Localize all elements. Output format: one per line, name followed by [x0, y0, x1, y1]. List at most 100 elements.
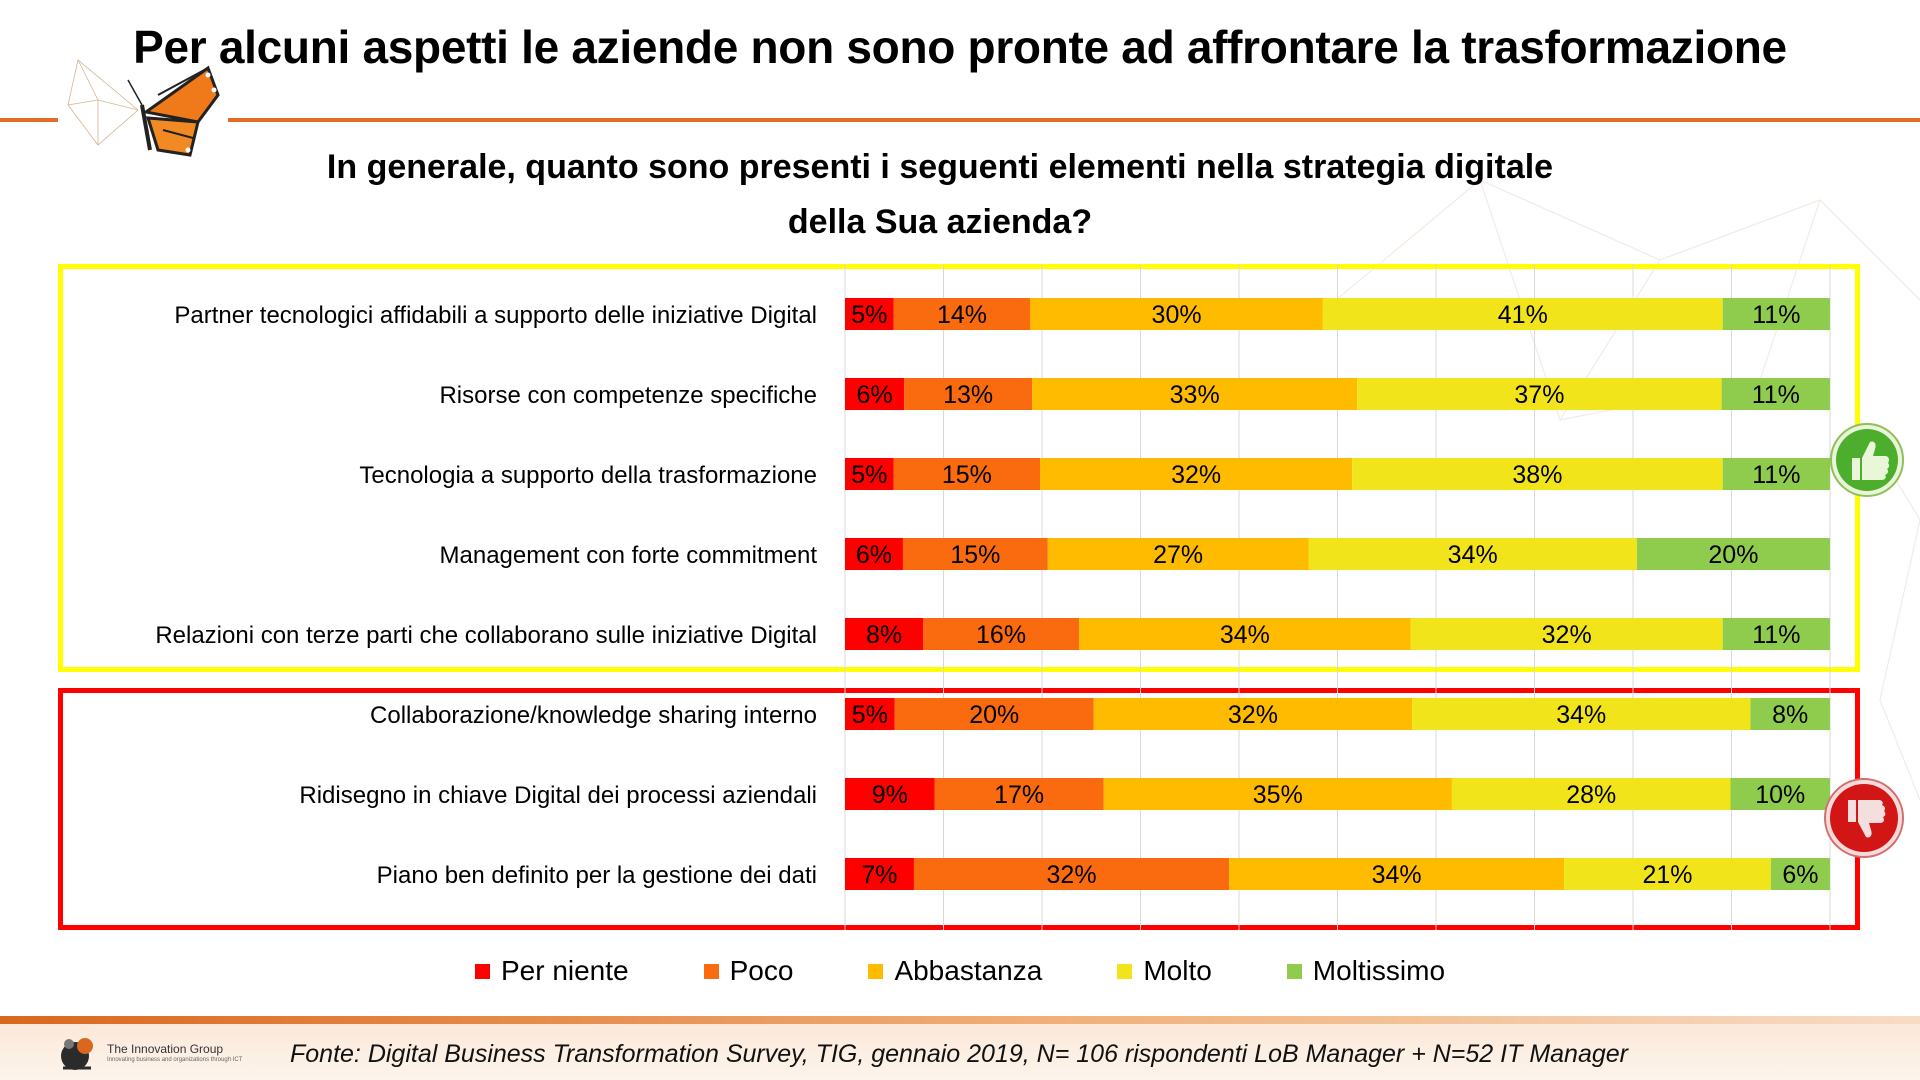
data-label: 11%: [1752, 461, 1800, 489]
bar-segment: [893, 458, 1041, 490]
bar-segment: [845, 458, 894, 490]
data-label: 32%: [1171, 461, 1221, 489]
data-label: 32%: [1542, 621, 1592, 649]
legend-swatch: [703, 963, 719, 979]
bar-segment: [934, 778, 1104, 810]
bar-segment: [893, 298, 1031, 330]
data-label: 34%: [1220, 621, 1270, 649]
bar-segment: [1564, 858, 1771, 890]
legend-swatch: [1117, 963, 1133, 979]
data-label: 30%: [1152, 301, 1202, 329]
data-label: 32%: [1047, 861, 1097, 889]
data-label: 41%: [1498, 301, 1548, 329]
stacked-bar-chart: Partner tecnologici affidabili a support…: [155, 264, 1831, 930]
bar-segment: [1770, 858, 1830, 890]
legend-label: Abbastanza: [894, 955, 1043, 986]
chart-question: In generale, quanto sono presenti i segu…: [240, 140, 1640, 250]
data-label: 15%: [942, 461, 992, 489]
data-label: 35%: [1253, 781, 1303, 809]
header-divider-left: [0, 118, 58, 122]
data-label: 14%: [937, 301, 987, 329]
data-label: 7%: [861, 861, 897, 889]
data-label: 20%: [969, 701, 1019, 729]
data-label: 20%: [1708, 541, 1758, 569]
bar-segment: [904, 378, 1033, 410]
data-label: 5%: [851, 301, 887, 329]
data-label: 10%: [1755, 781, 1805, 809]
tig-logo-icon: [61, 1038, 93, 1070]
legend-swatch: [868, 963, 884, 979]
legend-label: Per niente: [500, 955, 629, 986]
bar-segment: [845, 778, 935, 810]
bar-segment: [923, 618, 1080, 650]
brand-tagline: Innovating business and organizations th…: [107, 1057, 243, 1063]
footer-divider: [0, 1016, 1920, 1024]
category-label: Partner tecnologici affidabili a support…: [174, 302, 817, 329]
bar-segment: [1410, 618, 1723, 650]
bar-segment: [1730, 778, 1830, 810]
thumbs-up-icon: [1830, 423, 1904, 497]
legend-item: Molto: [1117, 955, 1212, 987]
data-label: 5%: [852, 701, 888, 729]
bar-segment: [894, 698, 1094, 730]
data-label: 38%: [1512, 461, 1562, 489]
bar-segment: [1750, 698, 1830, 730]
bar-segment: [1032, 378, 1358, 410]
bar-segment: [1352, 458, 1723, 490]
bar-segment: [913, 858, 1230, 890]
bar-segment: [1047, 538, 1309, 570]
bar-segment: [845, 378, 905, 410]
data-label: 6%: [856, 541, 892, 569]
data-label: 8%: [866, 621, 902, 649]
legend-item: Abbastanza: [868, 955, 1042, 987]
bar-segment: [1412, 698, 1751, 730]
legend-label: Moltissimo: [1312, 955, 1446, 986]
data-label: 5%: [851, 461, 887, 489]
bar-segment: [1722, 458, 1830, 490]
bar-segment: [1093, 698, 1413, 730]
data-label: 13%: [943, 381, 993, 409]
bar-segment: [1079, 618, 1411, 650]
category-label: Piano ben definito per la gestione dei d…: [377, 862, 817, 889]
bar-segment: [845, 538, 903, 570]
data-label: 17%: [994, 781, 1044, 809]
data-label: 32%: [1228, 701, 1278, 729]
legend-item: Per niente: [474, 955, 629, 987]
data-label: 11%: [1752, 381, 1800, 409]
bar-segment: [845, 698, 895, 730]
footer: The Innovation Group Innovating business…: [0, 1024, 1920, 1080]
data-label: 28%: [1566, 781, 1616, 809]
data-label: 8%: [1772, 701, 1808, 729]
data-label: 16%: [976, 621, 1026, 649]
category-label: Relazioni con terze parti che collaboran…: [155, 622, 817, 649]
page-title: Per alcuni aspetti le aziende non sono p…: [133, 21, 1787, 73]
category-label: Ridisegno in chiave Digital dei processi…: [299, 782, 817, 809]
chart-legend: Per niente Poco Abbastanza Molto Moltissimo: [0, 955, 1920, 987]
category-label: Collaborazione/knowledge sharing interno: [370, 702, 817, 729]
source-note: Fonte: Digital Business Transformation S…: [290, 1040, 1628, 1068]
bar-segment: [1636, 538, 1830, 570]
legend-swatch: [474, 963, 490, 979]
data-label: 34%: [1372, 861, 1422, 889]
legend-label: Poco: [729, 955, 794, 986]
data-label: 34%: [1448, 541, 1498, 569]
data-label: 6%: [856, 381, 892, 409]
data-label: 9%: [872, 781, 908, 809]
bar-segment: [1229, 858, 1565, 890]
bar-segment: [902, 538, 1048, 570]
bar-segment: [1451, 778, 1731, 810]
bar-segment: [1103, 778, 1452, 810]
bar-segment: [1308, 538, 1637, 570]
category-label: Management con forte commitment: [440, 542, 818, 569]
bar-segment: [1322, 298, 1723, 330]
butterfly-icon: [67, 59, 220, 157]
gridlines: [844, 264, 1831, 930]
data-label: 37%: [1514, 381, 1564, 409]
category-label: Risorse con competenze specifiche: [439, 382, 817, 409]
legend-item: Moltissimo: [1286, 955, 1446, 987]
bar-segment: [1722, 298, 1830, 330]
bar-segment: [1722, 618, 1830, 650]
header-divider-right: [228, 118, 1920, 122]
bar-segment: [1040, 458, 1353, 490]
data-label: 27%: [1153, 541, 1203, 569]
